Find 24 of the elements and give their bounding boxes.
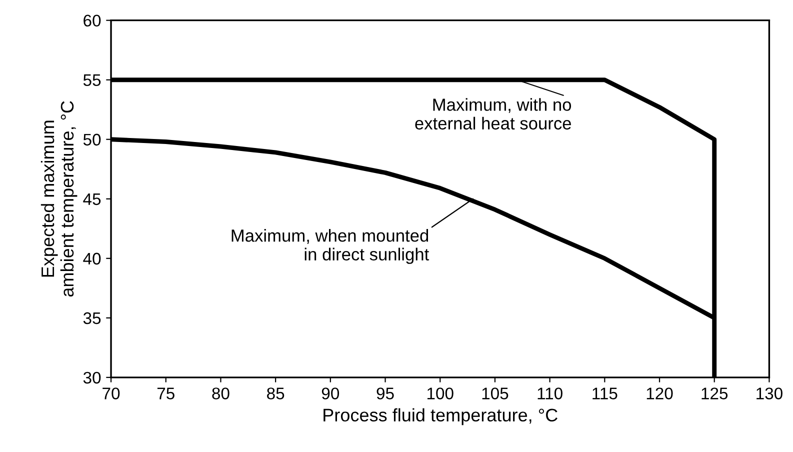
y-tick-label: 30	[83, 372, 101, 384]
x-tick-label: 90	[322, 388, 340, 400]
annotation: Maximum, with no external heat source	[415, 98, 572, 130]
y-tick-label: 45	[83, 193, 101, 206]
x-tick-label: 120	[646, 388, 673, 400]
x-tick-label: 105	[482, 388, 508, 400]
x-tick-label: 85	[267, 388, 284, 400]
y-tick-label: 40	[83, 252, 101, 265]
x-tick-label: 125	[702, 388, 728, 400]
x-tick-label: 110	[538, 388, 562, 400]
x-tick-label: 95	[376, 388, 394, 400]
x-tick-label: 100	[427, 388, 454, 400]
annotation: Maximum, when mounted in direct sunlight	[232, 229, 430, 264]
x-tick-label: 70	[102, 388, 120, 400]
x-tick-label: 75	[157, 388, 174, 400]
x-tick-label: 80	[212, 388, 230, 400]
y-axis-title: Expected maximum ambient temperature, °C	[40, 101, 78, 297]
x-tick-label: 115	[592, 388, 618, 400]
x-axis-title: Process fluid temperature, °C	[324, 408, 558, 426]
y-tick-label: 35	[83, 312, 101, 324]
y-tick-label: 60	[84, 14, 101, 27]
y-tick-label: 50	[83, 134, 101, 146]
x-tick-label: 130	[756, 388, 782, 400]
y-tick-label: 55	[83, 74, 101, 86]
